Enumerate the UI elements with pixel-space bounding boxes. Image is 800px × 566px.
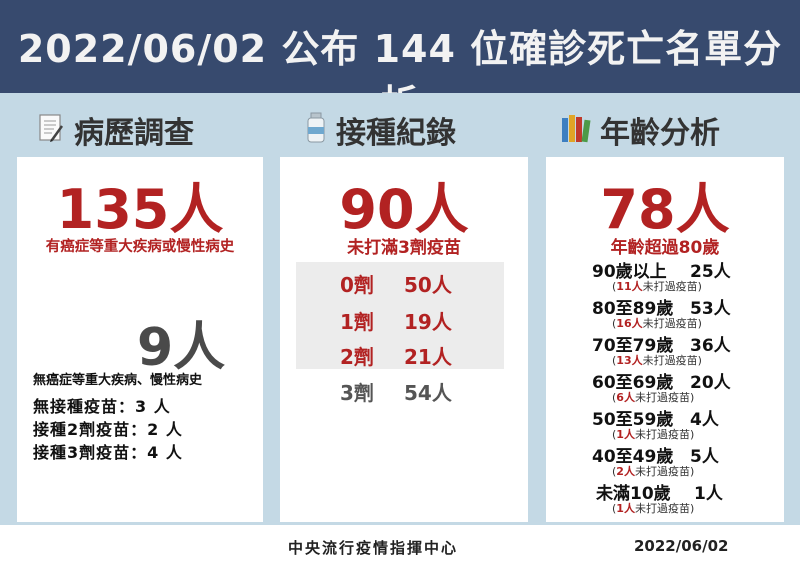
age-row-main: 90歲以上 25人	[592, 257, 731, 282]
age-row-note: (16人未打過疫苗)	[612, 317, 702, 330]
age-note-count: 16人	[616, 317, 643, 330]
section-heading-vaccine: 接種紀錄	[302, 110, 456, 151]
dose-label: 3劑	[340, 381, 374, 405]
age-note-count: 6人	[616, 391, 635, 404]
age-count: 25人	[690, 262, 731, 282]
dose-count: 19人	[404, 310, 452, 334]
footer: 中央流行疫情指揮中心 2022/06/02	[0, 525, 800, 566]
age-count: 53人	[690, 299, 731, 319]
dose-count: 21人	[404, 345, 452, 369]
history-big-number: 135人	[56, 178, 224, 241]
age-count: 4人	[690, 410, 719, 430]
age-row-note: (1人未打過疫苗)	[612, 502, 695, 515]
section-heading-age: 年齡分析	[560, 110, 720, 151]
dose-count: 54人	[404, 381, 452, 405]
age-row-note: (1人未打過疫苗)	[612, 428, 695, 441]
age-label: 70至79歲	[592, 336, 674, 356]
age-label: 90歲以上	[592, 262, 667, 282]
age-row-main: 40至49歲 5人	[592, 442, 719, 467]
age-big-caption: 年齡超過80歲	[610, 238, 720, 258]
section-heading-label: 病歷調查	[74, 116, 194, 151]
age-row-main: 50至59歲 4人	[592, 405, 719, 430]
age-row-note: (2人未打過疫苗)	[612, 465, 695, 478]
age-note-count: 13人	[616, 354, 643, 367]
age-row-main: 未滿10歲 1人	[596, 479, 723, 504]
age-big-number: 78人	[600, 178, 730, 241]
age-row-note: (11人未打過疫苗)	[612, 280, 702, 293]
age-label: 40至49歲	[592, 447, 674, 467]
section-heading-label: 年齡分析	[600, 116, 720, 151]
panel-vaccine: 90人 未打滿3劑疫苗 0劑 50人 1劑 19人 2劑 21人 3劑 54人	[280, 157, 528, 522]
vaccine-vial-icon	[302, 111, 330, 149]
age-note-text: 未打過疫苗	[634, 502, 690, 515]
age-count: 5人	[690, 447, 719, 467]
history-big-caption: 有癌症等重大疾病或慢性病史	[45, 239, 235, 255]
age-note-text: 未打過疫苗	[642, 354, 698, 367]
panel-history: 135人 有癌症等重大疾病或慢性病史 9人 無癌症等重大疾病、慢性病史 無接種疫…	[17, 157, 263, 522]
age-note-text: 未打過疫苗	[642, 280, 698, 293]
age-label: 80至89歲	[592, 299, 674, 319]
vaccine-big-caption: 未打滿3劑疫苗	[347, 238, 461, 258]
footer-org: 中央流行疫情指揮中心	[288, 539, 459, 557]
age-label: 60至69歲	[592, 373, 674, 393]
dose-label: 1劑	[340, 310, 374, 334]
page-title: 2022/06/02 公布 144 位確診死亡名單分析	[17, 27, 783, 126]
history-line: 接種2劑疫苗：2 人	[33, 420, 183, 439]
age-note-count: 11人	[616, 280, 643, 293]
age-count: 20人	[690, 373, 731, 393]
age-count: 36人	[690, 336, 731, 356]
section-heading-label: 接種紀錄	[336, 116, 456, 151]
books-icon	[560, 112, 594, 148]
age-note-text: 未打過疫苗	[642, 317, 698, 330]
age-note-count: 1人	[616, 428, 635, 441]
age-label: 未滿10歲	[596, 484, 671, 504]
dose-label: 0劑	[340, 273, 374, 297]
header-bar: 2022/06/02 公布 144 位確診死亡名單分析	[0, 0, 800, 126]
age-note-count: 2人	[616, 465, 635, 478]
age-row-main: 60至69歲 20人	[592, 368, 731, 393]
age-row-note: (13人未打過疫苗)	[612, 354, 702, 367]
age-row-main: 80至89歲 53人	[592, 294, 731, 319]
dose-label: 2劑	[340, 345, 374, 369]
age-row-note: (6人未打過疫苗)	[612, 391, 695, 404]
document-pen-icon	[36, 112, 68, 148]
age-note-text: 未打過疫苗	[634, 465, 690, 478]
age-count: 1人	[694, 484, 723, 504]
history-second-number: 9人	[137, 318, 226, 378]
age-row-main: 70至79歲 36人	[592, 331, 731, 356]
dose-count: 50人	[404, 273, 452, 297]
history-line: 無接種疫苗：3 人	[33, 397, 171, 416]
age-note-text: 未打過疫苗	[634, 428, 690, 441]
history-second-caption: 無癌症等重大疾病、慢性病史	[33, 373, 203, 388]
dose-highlight-box	[296, 262, 504, 369]
footer-date: 2022/06/02	[634, 537, 729, 555]
age-note-text: 未打過疫苗	[634, 391, 690, 404]
age-label: 50至59歲	[592, 410, 674, 430]
vaccine-big-number: 90人	[339, 178, 469, 241]
panel-age: 78人 年齡超過80歲	[546, 157, 784, 522]
section-heading-history: 病歷調查	[36, 110, 194, 151]
history-line: 接種3劑疫苗：4 人	[33, 443, 183, 462]
age-note-count: 1人	[616, 502, 635, 515]
